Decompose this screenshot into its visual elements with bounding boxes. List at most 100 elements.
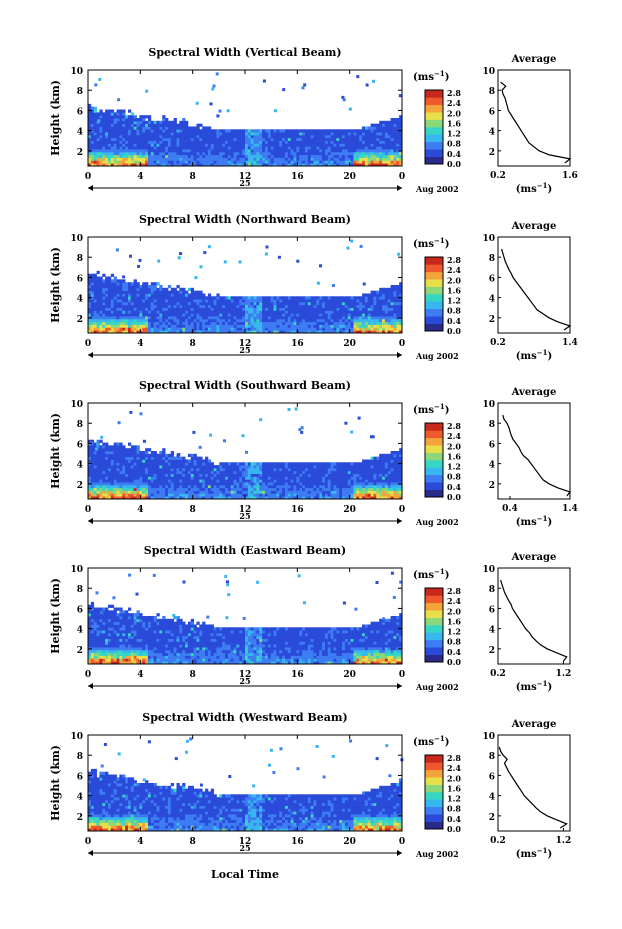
heatmap-cell xyxy=(116,304,120,308)
heatmap-cell xyxy=(322,129,326,133)
heatmap-cell xyxy=(99,473,103,477)
heatmap-cell xyxy=(393,132,397,136)
heatmap-cell xyxy=(327,137,332,141)
heatmap-cell xyxy=(145,126,149,130)
heatmap-cell xyxy=(107,276,112,280)
heatmap-cell xyxy=(399,151,403,156)
heatmap-cell xyxy=(107,296,112,300)
heatmap-cell xyxy=(119,115,123,119)
colorbar-swatch xyxy=(425,156,443,165)
heatmap-cell xyxy=(96,304,100,308)
heatmap-cell xyxy=(350,465,354,469)
heatmap-cell xyxy=(162,140,166,144)
heatmap-cell xyxy=(107,327,112,331)
heatmap-cell xyxy=(225,304,229,308)
heatmap-cell xyxy=(376,157,380,161)
heatmap-cell xyxy=(339,467,343,472)
heatmap-cell xyxy=(119,279,123,283)
heatmap-cell xyxy=(310,487,314,491)
heatmap-cell xyxy=(210,160,214,164)
heatmap-cell xyxy=(102,316,106,320)
heatmap-cell xyxy=(136,160,140,164)
heatmap-cell xyxy=(153,285,157,289)
heatmap-cell xyxy=(341,95,345,99)
heatmap-cell xyxy=(276,137,280,141)
heatmap-cell xyxy=(327,146,332,150)
heatmap-cell xyxy=(88,157,92,161)
heatmap-cell xyxy=(253,149,257,153)
heatmap-cell xyxy=(196,476,200,480)
heatmap-cell xyxy=(133,462,137,466)
heatmap-cell xyxy=(105,496,109,500)
heatmap-cell xyxy=(398,94,402,98)
heatmap-cell xyxy=(93,115,97,119)
heatmap-cell xyxy=(156,467,160,472)
heatmap-cell xyxy=(125,282,129,286)
heatmap-cell xyxy=(125,290,129,294)
heatmap-cell xyxy=(199,476,203,480)
heatmap-cell xyxy=(153,163,157,167)
heatmap-cell xyxy=(130,318,135,323)
heatmap-cell xyxy=(102,482,106,486)
heatmap-cell xyxy=(310,318,314,323)
heatmap-cell xyxy=(396,321,400,325)
heatmap-cell xyxy=(196,290,200,294)
heatmap-cell xyxy=(233,154,237,158)
heatmap-cell xyxy=(279,299,283,303)
heatmap-cell xyxy=(376,296,380,300)
heatmap-cell xyxy=(150,287,155,292)
heatmap-cell xyxy=(245,479,249,483)
heatmap-cell xyxy=(290,299,294,303)
heatmap-cell xyxy=(99,290,103,294)
heatmap-cell xyxy=(324,146,329,150)
heatmap-cell xyxy=(362,282,366,286)
heatmap-cell xyxy=(293,157,297,161)
heatmap-cell xyxy=(210,330,214,334)
heatmap-cell xyxy=(102,456,106,460)
heatmap-cell xyxy=(313,310,317,314)
heatmap-cell xyxy=(210,301,214,306)
heatmap-cell xyxy=(107,126,112,130)
heatmap-cell xyxy=(142,123,146,127)
heatmap-cell xyxy=(262,465,266,469)
heatmap-cell xyxy=(219,310,223,314)
heatmap-cell xyxy=(282,487,286,491)
heatmap-cell xyxy=(119,493,123,497)
heatmap-cell xyxy=(182,496,186,500)
heatmap-cell xyxy=(356,316,360,320)
heatmap-cell xyxy=(219,313,223,317)
heatmap-cell xyxy=(222,310,226,314)
heatmap-cell xyxy=(99,321,103,325)
heatmap-cell xyxy=(96,321,100,325)
heatmap-cell xyxy=(165,313,169,317)
heatmap-cell xyxy=(225,330,229,334)
heatmap-cell xyxy=(290,324,294,328)
heatmap-cell xyxy=(182,324,186,328)
heatmap-cell xyxy=(127,330,132,334)
heatmap-cell xyxy=(287,151,292,156)
heatmap-cell xyxy=(173,118,177,122)
heatmap-cell xyxy=(107,456,112,460)
heatmap-cell xyxy=(116,313,120,317)
heatmap-cell xyxy=(185,324,189,328)
heatmap-cell xyxy=(359,299,363,303)
heatmap-cell xyxy=(279,301,283,306)
heatmap-cell xyxy=(130,448,135,452)
heatmap-cell xyxy=(359,482,363,486)
heatmap-cell xyxy=(170,493,175,497)
heatmap-cell xyxy=(90,112,95,116)
heatmap-cell xyxy=(387,324,391,328)
heatmap-cell xyxy=(253,473,257,477)
heatmap-cell xyxy=(347,493,352,497)
heatmap-cell xyxy=(344,301,349,306)
heatmap-cell xyxy=(316,330,320,334)
heatmap-cell xyxy=(165,490,169,494)
heatmap-cell xyxy=(342,160,346,164)
heatmap-cell xyxy=(350,151,354,156)
heatmap-cell xyxy=(290,318,294,323)
heatmap-cell xyxy=(330,321,334,325)
heatmap-cell xyxy=(133,451,137,455)
heatmap-cell xyxy=(88,115,92,119)
heatmap-cell xyxy=(196,134,200,139)
heatmap-cell xyxy=(387,301,391,306)
